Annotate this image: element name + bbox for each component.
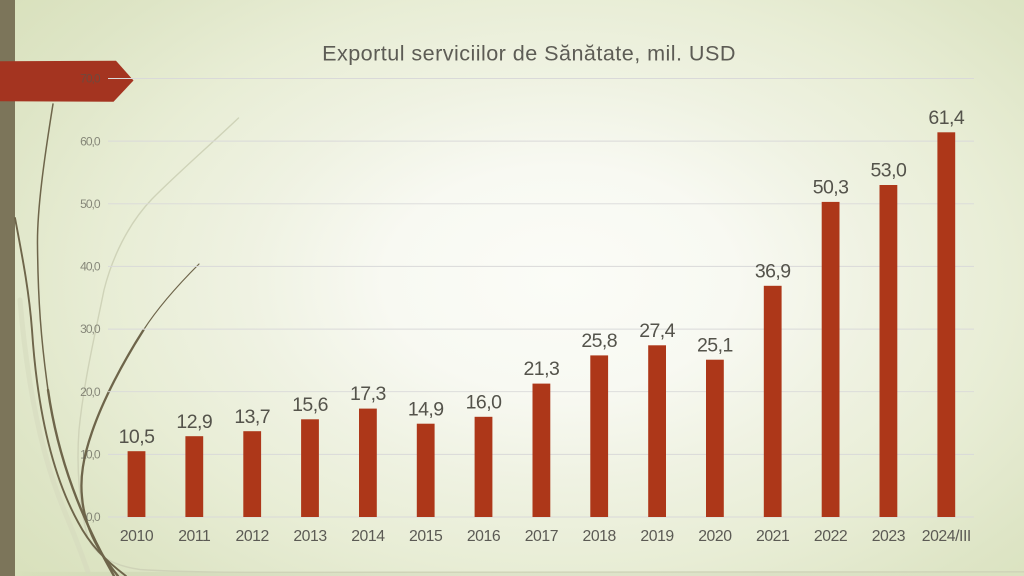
svg-text:2020: 2020 [698, 528, 732, 545]
svg-text:2012: 2012 [236, 528, 269, 545]
svg-text:2021: 2021 [756, 528, 790, 545]
svg-text:2018: 2018 [583, 528, 617, 545]
svg-text:2010: 2010 [120, 528, 154, 545]
svg-text:50,3: 50,3 [813, 177, 849, 199]
svg-text:53,0: 53,0 [871, 160, 907, 182]
svg-text:2015: 2015 [409, 528, 443, 545]
svg-text:25,1: 25,1 [697, 334, 733, 356]
svg-text:2013: 2013 [293, 528, 327, 545]
svg-text:20,0: 20,0 [80, 385, 101, 399]
svg-text:50,0: 50,0 [80, 197, 101, 211]
svg-text:2011: 2011 [178, 528, 211, 545]
svg-text:2022: 2022 [814, 528, 847, 545]
svg-text:40,0: 40,0 [80, 260, 101, 274]
svg-text:27,4: 27,4 [639, 320, 675, 342]
svg-text:25,8: 25,8 [581, 330, 617, 352]
svg-text:36,9: 36,9 [755, 260, 791, 282]
svg-text:17,3: 17,3 [350, 383, 386, 405]
svg-text:0,0: 0,0 [86, 510, 101, 524]
svg-text:70,0: 70,0 [80, 72, 101, 86]
svg-text:2019: 2019 [640, 528, 674, 545]
svg-text:2024/III: 2024/III [922, 528, 971, 545]
svg-text:61,4: 61,4 [928, 107, 964, 129]
svg-text:13,7: 13,7 [234, 406, 270, 428]
svg-text:60,0: 60,0 [80, 134, 101, 148]
svg-text:10,5: 10,5 [119, 426, 155, 448]
svg-text:16,0: 16,0 [466, 391, 502, 413]
svg-text:2016: 2016 [467, 528, 501, 545]
svg-text:14,9: 14,9 [408, 398, 444, 420]
svg-text:2017: 2017 [525, 528, 558, 545]
svg-text:15,6: 15,6 [292, 394, 328, 416]
svg-text:Exportul serviciilor de Sănăta: Exportul serviciilor de Sănătate, mil. U… [322, 41, 736, 66]
svg-text:30,0: 30,0 [80, 322, 101, 336]
svg-text:12,9: 12,9 [176, 411, 212, 433]
svg-text:2014: 2014 [351, 528, 385, 545]
svg-text:2023: 2023 [872, 528, 906, 545]
svg-text:10,0: 10,0 [80, 448, 101, 462]
svg-text:21,3: 21,3 [524, 358, 560, 380]
